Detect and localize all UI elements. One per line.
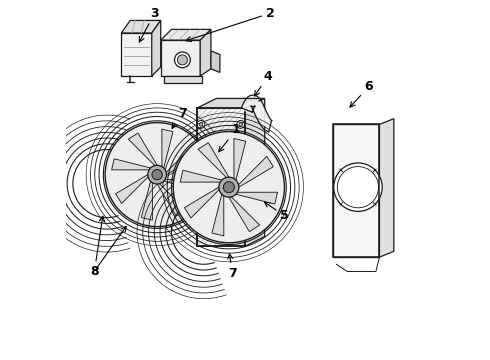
Polygon shape xyxy=(122,21,161,33)
Text: 3: 3 xyxy=(139,7,159,42)
Polygon shape xyxy=(122,33,152,76)
Circle shape xyxy=(173,132,285,243)
Polygon shape xyxy=(196,108,245,246)
Circle shape xyxy=(197,226,205,234)
Polygon shape xyxy=(161,30,211,40)
Text: 5: 5 xyxy=(265,202,289,222)
Polygon shape xyxy=(236,192,277,204)
Polygon shape xyxy=(212,194,224,236)
Text: 1: 1 xyxy=(219,123,241,152)
Text: 2: 2 xyxy=(186,7,274,41)
Circle shape xyxy=(199,228,203,232)
Polygon shape xyxy=(128,133,157,166)
Text: 6: 6 xyxy=(350,80,373,107)
Circle shape xyxy=(223,182,234,193)
Polygon shape xyxy=(157,184,186,216)
Polygon shape xyxy=(162,129,173,168)
Circle shape xyxy=(177,55,188,65)
Circle shape xyxy=(239,123,243,126)
Circle shape xyxy=(219,177,239,197)
Circle shape xyxy=(105,123,209,226)
Polygon shape xyxy=(200,30,211,76)
Polygon shape xyxy=(184,187,219,218)
Polygon shape xyxy=(229,197,260,231)
Polygon shape xyxy=(198,143,229,177)
Polygon shape xyxy=(164,76,202,83)
Polygon shape xyxy=(152,21,161,76)
Polygon shape xyxy=(211,51,220,72)
Polygon shape xyxy=(161,40,200,76)
Polygon shape xyxy=(379,119,394,257)
Polygon shape xyxy=(166,146,199,175)
Circle shape xyxy=(237,226,245,234)
Circle shape xyxy=(174,52,190,68)
Circle shape xyxy=(197,121,205,129)
Text: 7: 7 xyxy=(172,107,187,128)
Polygon shape xyxy=(141,181,152,220)
Circle shape xyxy=(237,121,245,129)
Polygon shape xyxy=(180,170,222,182)
Polygon shape xyxy=(245,98,265,246)
Circle shape xyxy=(148,165,167,184)
Circle shape xyxy=(334,163,382,211)
Polygon shape xyxy=(239,156,273,187)
Circle shape xyxy=(199,123,203,126)
Polygon shape xyxy=(112,159,150,170)
Polygon shape xyxy=(234,139,246,180)
Polygon shape xyxy=(333,125,379,257)
Polygon shape xyxy=(164,179,203,190)
Text: 7: 7 xyxy=(228,254,237,280)
Text: 8: 8 xyxy=(90,216,104,278)
Text: 4: 4 xyxy=(254,69,272,96)
Polygon shape xyxy=(116,175,148,203)
Circle shape xyxy=(152,170,162,180)
Polygon shape xyxy=(196,98,265,108)
Circle shape xyxy=(239,228,243,232)
